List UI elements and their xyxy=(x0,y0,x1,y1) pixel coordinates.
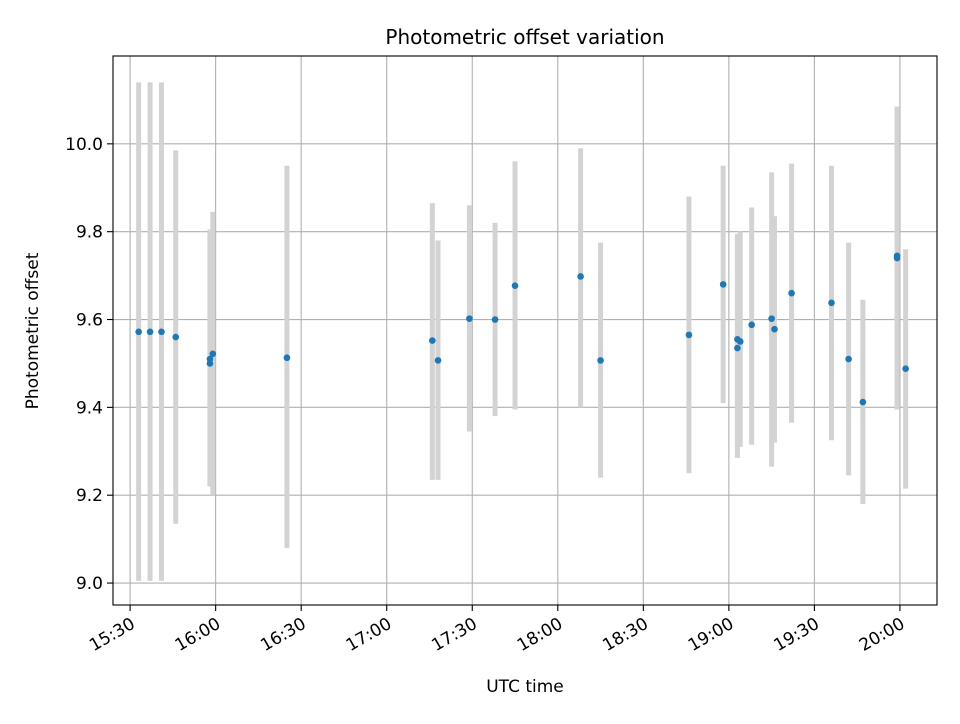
data-point xyxy=(902,365,909,373)
y-tick-label: 9.6 xyxy=(76,311,103,331)
data-point xyxy=(736,338,744,345)
y-tick-label: 9.4 xyxy=(76,398,103,418)
data-point xyxy=(429,337,436,344)
errorbar-layer xyxy=(136,82,909,581)
data-point xyxy=(209,350,217,358)
x-tick-label: 16:00 xyxy=(172,614,224,656)
x-tick-label: 19:00 xyxy=(685,614,737,656)
x-tick-label: 19:30 xyxy=(770,614,822,656)
point-layer xyxy=(135,252,909,406)
data-point xyxy=(719,281,727,288)
x-tick-label: 18:30 xyxy=(599,614,651,656)
data-point xyxy=(734,344,741,352)
data-point xyxy=(491,316,499,323)
data-point xyxy=(845,355,852,363)
x-tick-label: 16:30 xyxy=(257,614,309,656)
data-point xyxy=(577,273,584,280)
y-tick-label: 10.0 xyxy=(65,135,103,155)
y-tick-label: 9.8 xyxy=(76,223,103,243)
data-point xyxy=(466,315,473,322)
data-point xyxy=(172,333,180,341)
x-tick-label: 18:00 xyxy=(514,614,566,656)
tick-layer: 15:30 16:00 16:30 17:00 17:30 18:00 18:30 19:00… xyxy=(65,135,908,656)
data-point xyxy=(748,321,755,329)
data-point xyxy=(146,328,154,336)
data-point xyxy=(828,299,835,307)
plot-frame xyxy=(112,55,938,606)
y-tick-label: 9.2 xyxy=(76,486,103,506)
data-point xyxy=(771,325,778,333)
data-point xyxy=(206,360,214,367)
data-point xyxy=(135,328,142,336)
data-point xyxy=(685,331,693,339)
data-point xyxy=(597,357,604,364)
data-point xyxy=(283,354,291,362)
y-axis-label: Photometric offset xyxy=(23,252,43,409)
data-point xyxy=(788,289,795,297)
y-tick-label: 9.0 xyxy=(76,574,103,594)
x-axis-label: UTC time xyxy=(486,677,564,697)
data-point xyxy=(859,398,867,406)
data-point xyxy=(893,252,901,260)
x-tick-label: 15:30 xyxy=(86,614,138,656)
x-tick-label: 17:30 xyxy=(428,614,480,656)
chart-title: Photometric offset variation xyxy=(385,25,664,49)
grid-layer xyxy=(113,56,937,605)
data-point xyxy=(434,357,442,364)
data-point xyxy=(158,328,165,336)
data-point xyxy=(768,315,775,322)
x-tick-label: 20:00 xyxy=(856,614,908,656)
x-tick-label: 17:00 xyxy=(343,614,395,656)
data-point xyxy=(511,282,519,290)
